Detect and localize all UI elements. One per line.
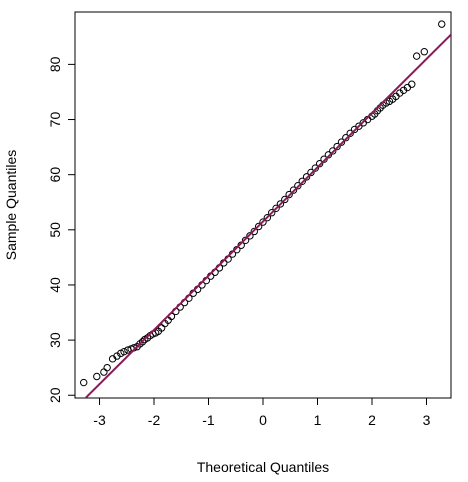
data-point xyxy=(241,236,250,244)
x-tick-label: 1 xyxy=(314,412,322,428)
y-tick-label: 40 xyxy=(47,277,63,293)
y-tick-label: 30 xyxy=(47,332,63,348)
data-point xyxy=(281,195,289,204)
data-point xyxy=(100,368,108,376)
data-point xyxy=(272,204,280,213)
data-point xyxy=(324,151,333,159)
data-point xyxy=(438,20,446,28)
plot-frame xyxy=(74,11,452,399)
data-point xyxy=(276,200,285,208)
y-tick-label: 50 xyxy=(47,222,63,238)
data-point xyxy=(246,232,254,240)
y-axis-title: Sample Quantiles xyxy=(3,150,19,261)
data-point xyxy=(329,147,337,155)
x-axis-title: Theoretical Quantiles xyxy=(197,459,329,475)
data-point xyxy=(346,129,354,138)
data-point xyxy=(408,80,416,88)
data-point xyxy=(342,134,350,142)
data-point xyxy=(120,347,128,356)
x-axis: -3 -2 -1 0 1 2 3 xyxy=(93,397,431,428)
x-tick-label: 3 xyxy=(423,412,431,428)
data-point xyxy=(412,52,421,60)
x-tick-label: -2 xyxy=(148,412,161,428)
points-series xyxy=(80,20,446,387)
x-tick-label: 2 xyxy=(368,412,376,428)
plot-area xyxy=(80,20,451,398)
data-point xyxy=(337,138,346,146)
data-point xyxy=(259,218,267,226)
x-tick-label: 0 xyxy=(259,412,267,428)
data-point xyxy=(103,363,111,372)
data-point xyxy=(285,190,293,199)
data-point xyxy=(138,338,147,346)
y-tick-label: 80 xyxy=(47,56,63,72)
y-tick-label: 20 xyxy=(47,387,63,403)
reference-line xyxy=(84,33,451,398)
data-point xyxy=(263,213,272,222)
data-point xyxy=(294,182,302,190)
data-point xyxy=(333,142,341,151)
data-point xyxy=(315,159,324,168)
y-tick-label: 70 xyxy=(47,112,63,128)
data-point xyxy=(254,222,263,231)
data-point xyxy=(307,168,315,177)
data-point xyxy=(302,173,311,181)
data-point xyxy=(93,372,101,381)
x-tick-label: -1 xyxy=(202,412,215,428)
y-tick-label: 60 xyxy=(47,167,63,183)
data-point xyxy=(311,164,320,172)
data-point xyxy=(250,227,258,236)
data-point xyxy=(289,186,298,194)
data-point xyxy=(420,48,428,56)
data-point xyxy=(320,155,328,163)
data-point xyxy=(268,209,276,217)
data-point xyxy=(80,378,88,387)
y-axis: 20 30 40 50 60 70 80 xyxy=(47,56,76,403)
x-tick-label: -3 xyxy=(93,412,106,428)
data-point xyxy=(298,177,306,185)
